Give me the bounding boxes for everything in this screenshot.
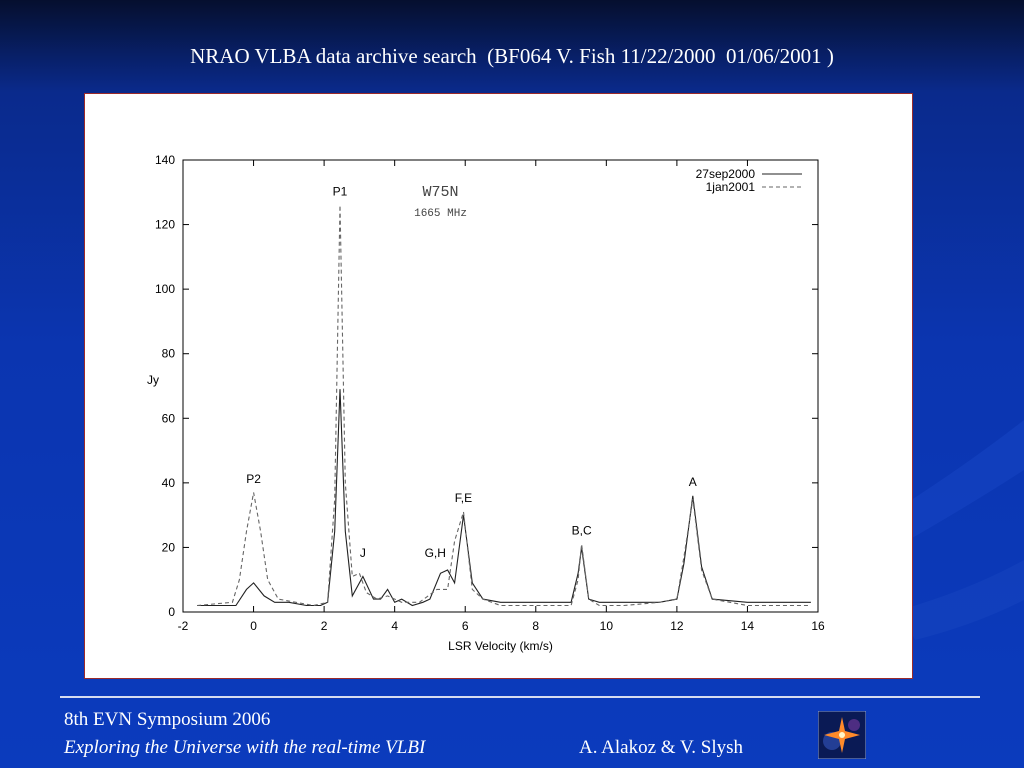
x-tick-label: 0: [250, 619, 257, 633]
chart-axes: [182, 159, 819, 613]
y-tick-label: 40: [162, 476, 176, 490]
y-tick-label: 0: [168, 605, 175, 619]
y-tick-label: 60: [162, 411, 176, 425]
y-tick-label: 20: [162, 540, 176, 554]
footer-divider: [60, 696, 980, 698]
x-axis-label: LSR Velocity (km/s): [448, 639, 553, 653]
peak-label: P1: [333, 185, 348, 199]
y-tick-label: 80: [162, 347, 176, 361]
x-tick-label: 2: [321, 619, 328, 633]
slide-title: NRAO VLBA data archive search (BF064 V. …: [190, 44, 834, 68]
x-tick-label: 14: [741, 619, 755, 633]
x-tick-label: 10: [600, 619, 614, 633]
chart-labels: P2 P1 J G,H F,E B,C A: [246, 185, 697, 561]
footer-event: 8th EVN Symposium 2006: [64, 709, 271, 730]
x-tick-label: 6: [462, 619, 469, 633]
chart-title: W75N: [423, 184, 459, 201]
series-line-1jan2001: [197, 205, 811, 607]
chart-subtitle: 1665 MHz: [414, 208, 467, 220]
peak-label: F,E: [455, 491, 472, 505]
y-axis-label: Jy: [147, 373, 159, 387]
y-tick-label: 140: [155, 153, 175, 167]
peak-label: G,H: [425, 546, 446, 560]
footer-subtitle: Exploring the Universe with the real-tim…: [64, 737, 426, 758]
x-tick-label: -2: [178, 619, 189, 633]
peak-label: P2: [246, 472, 261, 486]
y-tick-label: 100: [155, 282, 175, 296]
chart-series: [197, 205, 811, 607]
series-line-27sep2000: [197, 389, 811, 607]
plot-frame: [182, 159, 819, 613]
peak-label: B,C: [572, 524, 592, 538]
legend-label: 1jan2001: [706, 180, 756, 194]
x-tick-label: 12: [670, 619, 684, 633]
x-tick-label: 4: [391, 619, 398, 633]
x-tick-label: 8: [532, 619, 539, 633]
peak-label: A: [689, 475, 697, 489]
x-tick-label: 16: [811, 619, 825, 633]
star-logo-icon: [818, 711, 866, 759]
peak-label: J: [360, 546, 366, 560]
footer-authors: A. Alakoz & V. Slysh: [579, 737, 743, 758]
chart-panel: -2 0 2 4 6 8 10 12 14 16 0 20 40 60 80 100 120 140 P2 P1 J G…: [84, 93, 913, 679]
legend-label: 27sep2000: [696, 167, 756, 181]
y-tick-label: 120: [155, 218, 175, 232]
